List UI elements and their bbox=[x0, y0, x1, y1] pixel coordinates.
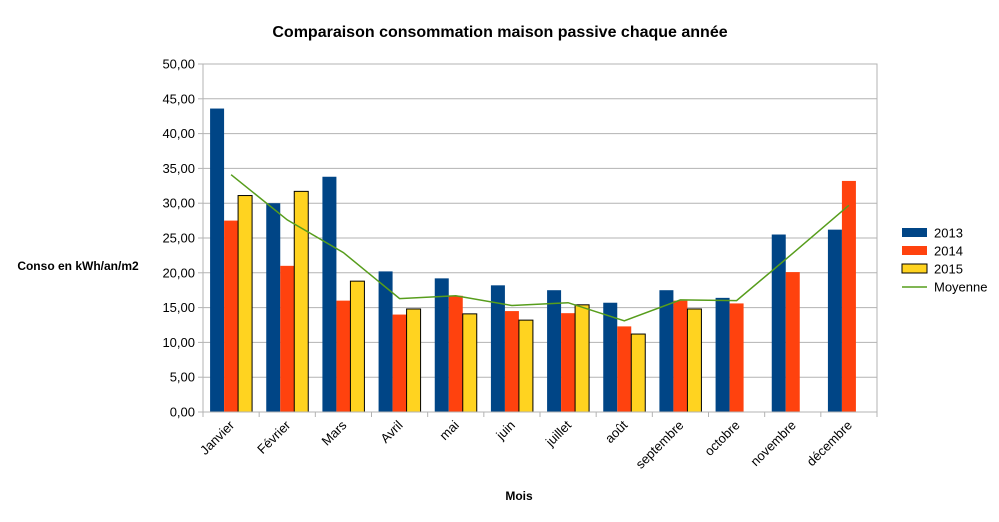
bar-2013-octobre bbox=[715, 297, 730, 412]
bar-2014-Février bbox=[280, 265, 295, 412]
plot-area-border bbox=[202, 63, 878, 413]
x-tick-label: juillet bbox=[542, 417, 575, 450]
chart-title: Comparaison consommation maison passive … bbox=[272, 24, 727, 41]
x-tick-label: Mars bbox=[319, 417, 350, 448]
x-tick-label: décembre bbox=[804, 418, 855, 469]
legend: 2013 2014 2015 Moyenne bbox=[901, 226, 987, 295]
bar-2013-septembre bbox=[659, 290, 674, 412]
bar-2013-novembre bbox=[771, 234, 786, 412]
x-tick-label: Janvier bbox=[197, 417, 238, 458]
x-tick-label: mai bbox=[436, 417, 461, 442]
bar-2014-juillet bbox=[561, 313, 576, 412]
bar-2014-juin bbox=[504, 311, 519, 412]
y-tick-label: 0,00 bbox=[170, 405, 195, 420]
y-tick-label: 20,00 bbox=[162, 265, 195, 280]
x-tick-label: septembre bbox=[632, 418, 686, 472]
legend-label-2015: 2015 bbox=[934, 262, 963, 277]
y-axis-title: Conso en kWh/an/m2 bbox=[17, 259, 139, 273]
bar-2015-mai bbox=[462, 313, 478, 413]
legend-label-2014: 2014 bbox=[934, 244, 963, 259]
y-tick-label: 45,00 bbox=[162, 91, 195, 106]
average-line-layer bbox=[230, 174, 850, 322]
y-tick-label: 50,00 bbox=[162, 57, 195, 72]
bar-2015-Janvier bbox=[237, 195, 253, 413]
y-tick-label: 15,00 bbox=[162, 300, 195, 315]
bar-2013-août bbox=[603, 302, 618, 412]
x-tick-label: Février bbox=[254, 417, 294, 457]
bar-2014-Avril bbox=[392, 314, 407, 412]
y-tick-label: 35,00 bbox=[162, 161, 195, 176]
bar-2015-juin bbox=[518, 319, 534, 413]
x-tick-label: juin bbox=[492, 418, 518, 444]
legend-swatch-2013 bbox=[902, 228, 927, 237]
bar-2013-mai bbox=[434, 278, 449, 412]
bar-2013-juillet bbox=[547, 290, 562, 412]
bars bbox=[210, 108, 856, 413]
bar-2014-Janvier bbox=[224, 220, 239, 412]
bar-2014-octobre bbox=[729, 303, 744, 412]
bar-2013-Février bbox=[266, 203, 281, 412]
x-tick-label: Avril bbox=[377, 417, 405, 445]
bar-2014-novembre bbox=[785, 272, 800, 412]
line-Moyenne bbox=[230, 174, 850, 322]
bar-2013-Mars bbox=[322, 176, 337, 412]
y-tick-label: 40,00 bbox=[162, 126, 195, 141]
bar-2014-Mars bbox=[336, 300, 351, 412]
bar-2014-décembre bbox=[841, 180, 856, 412]
bar-2015-Avril bbox=[406, 308, 422, 413]
y-tick-label: 30,00 bbox=[162, 196, 195, 211]
bar-2014-septembre bbox=[673, 300, 688, 412]
x-tick-label: août bbox=[602, 417, 631, 446]
legend-swatch-2014 bbox=[902, 246, 927, 255]
bar-2015-août bbox=[630, 333, 646, 413]
bar-2015-septembre bbox=[686, 308, 702, 413]
bar-2013-Avril bbox=[378, 271, 393, 412]
bar-2013-juin bbox=[490, 285, 505, 412]
legend-label-2013: 2013 bbox=[934, 226, 963, 241]
x-tick-label: novembre bbox=[747, 418, 798, 469]
x-tick-label: octobre bbox=[701, 418, 742, 459]
x-axis-title: Mois bbox=[505, 489, 533, 503]
y-tick-label: 5,00 bbox=[170, 370, 195, 385]
y-tick-label: 25,00 bbox=[162, 231, 195, 246]
bar-2014-mai bbox=[448, 295, 463, 412]
bar-2013-décembre bbox=[827, 229, 842, 412]
bar-2014-août bbox=[617, 326, 632, 412]
bar-2013-Janvier bbox=[210, 108, 225, 412]
legend-swatch-2015 bbox=[901, 263, 928, 274]
legend-label-Moyenne: Moyenne bbox=[934, 280, 987, 295]
bar-2015-Mars bbox=[349, 280, 365, 413]
y-tick-label: 10,00 bbox=[162, 335, 195, 350]
bar-2015-juillet bbox=[574, 304, 590, 413]
